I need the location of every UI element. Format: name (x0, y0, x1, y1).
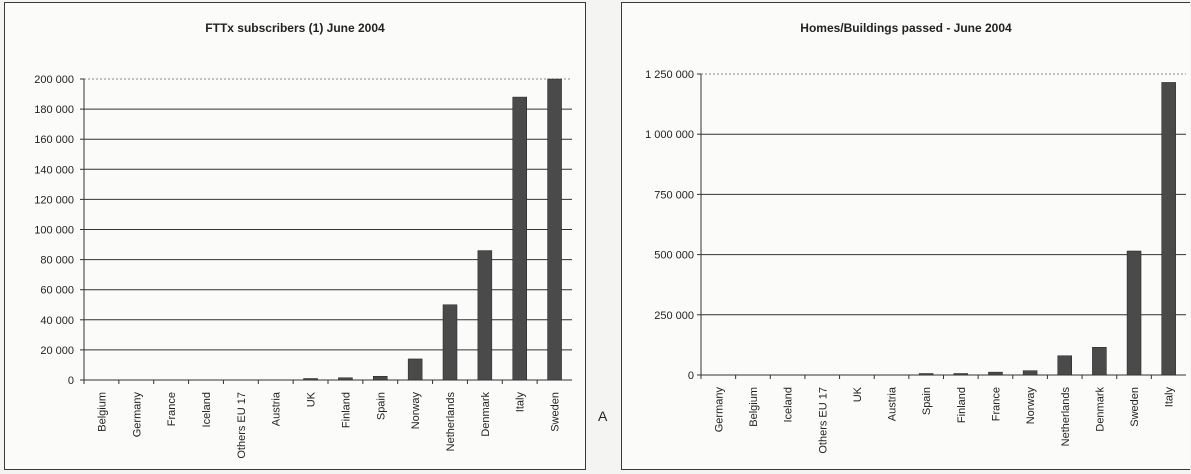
chart-title: FTTx subscribers (1) June 2004 (205, 21, 385, 35)
x-tick-label: Belgium (96, 392, 108, 432)
y-tick-label: 750 000 (654, 189, 694, 201)
bar (373, 375, 388, 381)
x-tick-label: UK (852, 386, 864, 402)
bar (988, 371, 1003, 376)
y-tick-label: 120 000 (34, 194, 74, 206)
x-tick-label: Netherlands (445, 392, 457, 452)
y-tick-label: 100 000 (34, 225, 74, 237)
y-tick-label: 200 000 (34, 74, 74, 86)
x-tick-label: Netherlands (1060, 387, 1072, 447)
y-tick-label: 500 000 (654, 250, 694, 262)
x-tick-label: Denmark (480, 392, 492, 437)
bar (477, 250, 493, 381)
x-tick-label: Spain (921, 387, 933, 415)
y-tick-label: 1 250 000 (645, 69, 694, 81)
x-tick-label: Germany (131, 392, 143, 438)
x-tick-label: Austria (887, 386, 899, 421)
bar (918, 373, 934, 376)
y-tick-label: 180 000 (34, 104, 74, 116)
bar (547, 78, 562, 381)
x-tick-label: Iceland (201, 392, 213, 427)
bar (953, 373, 969, 376)
y-tick-label: 40 000 (40, 315, 74, 327)
bar (442, 304, 458, 381)
x-tick-label: Norway (410, 392, 422, 430)
y-tick-label: 0 (68, 375, 74, 387)
x-tick-label: Italy (1164, 387, 1176, 408)
bar (303, 378, 318, 381)
x-tick-label: Italy (515, 392, 527, 413)
bar (407, 358, 423, 381)
bar (1092, 347, 1107, 376)
x-tick-label: Iceland (783, 387, 795, 422)
x-tick-label: Norway (1025, 387, 1037, 425)
y-tick-label: 160 000 (34, 134, 74, 146)
x-tick-label: Others EU 17 (236, 392, 248, 459)
bar (338, 377, 353, 381)
x-tick-label: Denmark (1094, 387, 1106, 432)
x-tick-label: Spain (375, 392, 387, 420)
y-tick-label: 20 000 (40, 345, 74, 357)
bar (1057, 355, 1072, 376)
bar (1161, 82, 1176, 376)
x-tick-label: Sweden (550, 392, 562, 432)
y-tick-label: 250 000 (654, 310, 694, 322)
y-tick-label: 80 000 (40, 255, 74, 267)
bar (1022, 370, 1038, 376)
y-tick-label: 1 000 000 (645, 129, 694, 141)
x-tick-label: Austria (271, 391, 283, 426)
chart-title: Homes/Buildings passed - June 2004 (800, 21, 1012, 35)
x-tick-label: Finland (340, 392, 352, 428)
y-tick-label: 140 000 (34, 164, 74, 176)
chart-panel-fttx-subscribers: FTTx subscribers (1) June 2004 (4, 2, 586, 470)
y-tick-label: 60 000 (40, 285, 74, 297)
x-tick-label: France (166, 392, 178, 426)
bar (512, 96, 527, 381)
y-tick-label: 0 (688, 370, 694, 382)
x-tick-label: France (990, 387, 1002, 421)
x-tick-label: Others EU 17 (817, 387, 829, 454)
x-tick-label: Sweden (1129, 387, 1141, 427)
x-tick-label: UK (306, 391, 318, 407)
x-tick-label: Belgium (748, 387, 760, 427)
x-tick-label: Finland (956, 387, 968, 423)
stray-letter: A (598, 408, 608, 424)
x-tick-label: Germany (713, 387, 725, 433)
bar (1126, 250, 1142, 376)
chart-panel-homes-passed: Homes/Buildings passed - June 2004 (621, 2, 1190, 470)
